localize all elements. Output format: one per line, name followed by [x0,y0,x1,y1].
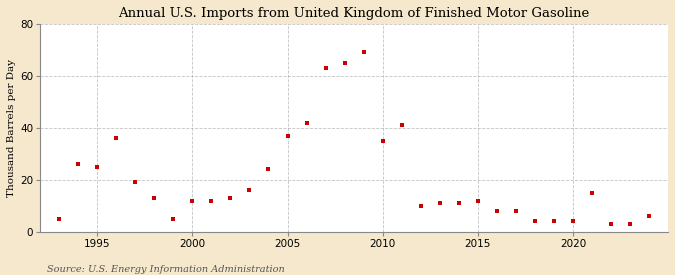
Text: Source: U.S. Energy Information Administration: Source: U.S. Energy Information Administ… [47,265,285,274]
Title: Annual U.S. Imports from United Kingdom of Finished Motor Gasoline: Annual U.S. Imports from United Kingdom … [119,7,590,20]
Point [644,214,655,218]
Point [301,120,312,125]
Point [510,209,521,213]
Point [624,222,635,226]
Point [168,217,179,221]
Point [529,219,540,224]
Point [491,209,502,213]
Point [263,167,274,172]
Point [358,50,369,55]
Point [415,204,426,208]
Point [92,165,103,169]
Y-axis label: Thousand Barrels per Day: Thousand Barrels per Day [7,59,16,197]
Point [454,201,464,205]
Point [225,196,236,200]
Point [111,136,122,141]
Point [320,66,331,70]
Point [54,217,65,221]
Point [340,61,350,65]
Point [130,180,140,185]
Point [149,196,160,200]
Point [396,123,407,128]
Point [244,188,255,192]
Point [549,219,560,224]
Point [568,219,578,224]
Point [472,199,483,203]
Point [377,139,388,143]
Point [187,199,198,203]
Point [206,199,217,203]
Point [587,191,597,195]
Point [282,133,293,138]
Point [73,162,84,166]
Point [434,201,445,205]
Point [605,222,616,226]
